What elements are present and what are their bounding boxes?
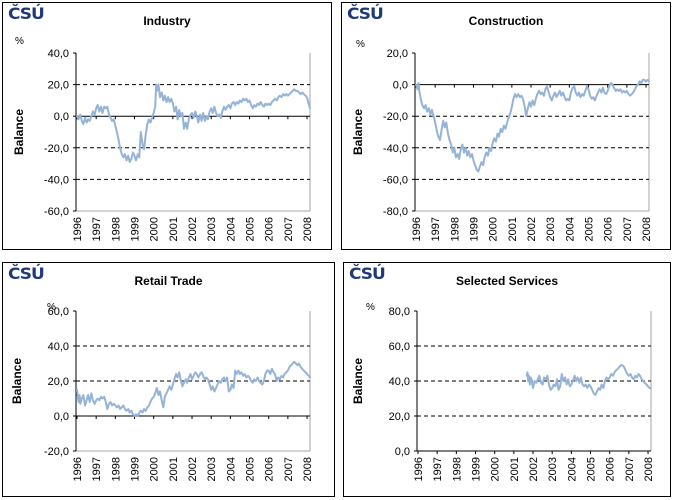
y-tick-label: 40,0	[389, 376, 410, 388]
x-tick-label: 1997	[430, 217, 442, 241]
y-tick-label: 20,0	[387, 48, 408, 60]
percent-unit-label: %	[15, 36, 24, 47]
chart-title-industry: Industry	[143, 14, 191, 28]
y-tick-label: 60,0	[389, 341, 410, 353]
y-tick-label: -60,0	[383, 174, 408, 186]
x-tick-label: 2004	[564, 217, 576, 241]
y-tick-label: 40,0	[48, 341, 69, 353]
x-tick-label: 2005	[245, 217, 257, 241]
x-tick-label: 1996	[72, 457, 84, 481]
balance-series-line	[76, 83, 311, 163]
csu-logo: ČSÚ	[8, 265, 45, 284]
x-tick-label: 2007	[624, 457, 636, 481]
y-tick-label: -60,0	[44, 206, 69, 218]
x-tick-label: 1997	[91, 217, 103, 241]
balance-series-line	[525, 364, 652, 396]
x-tick-label: 2000	[488, 217, 500, 241]
balance-series-line	[415, 78, 650, 173]
y-tick-label: 0,0	[54, 111, 69, 123]
x-tick-label: 1997	[432, 457, 444, 481]
x-tick-label: 1998	[451, 457, 463, 481]
y-tick-label: -20,0	[383, 111, 408, 123]
x-tick-label: 1996	[411, 217, 423, 241]
y-tick-label: 0,0	[54, 411, 69, 423]
x-tick-label: 2000	[149, 457, 161, 481]
x-tick-label: 2002	[187, 217, 199, 241]
y-tick-label: -40,0	[383, 143, 408, 155]
chart-title-construction: Construction	[468, 14, 544, 28]
x-tick-label: 2008	[641, 217, 653, 241]
x-tick-label: 1999	[130, 217, 142, 241]
x-tick-label: 2005	[245, 457, 257, 481]
x-tick-label: 2008	[643, 457, 655, 481]
x-tick-label: 2004	[225, 217, 237, 241]
csu-logo: ČSÚ	[347, 5, 384, 24]
x-tick-label: 2002	[528, 457, 540, 481]
x-tick-label: 2007	[622, 217, 634, 241]
x-tick-label: 2006	[264, 457, 276, 481]
y-tick-label: 20,0	[389, 411, 410, 423]
chart-title-selected-services: Selected Services	[455, 274, 559, 288]
x-tick-label: 2001	[168, 217, 180, 241]
x-tick-label: 1997	[91, 457, 103, 481]
x-tick-label: 2005	[584, 217, 596, 241]
x-tick-label: 2004	[566, 457, 578, 481]
x-tick-label: 1999	[130, 457, 142, 481]
y-tick-label: 0,0	[395, 446, 410, 458]
x-tick-label: 2007	[283, 217, 295, 241]
x-tick-label: 2005	[586, 457, 598, 481]
chart-panel-retail-trade: ČSÚ Retail Trade % Balance 60,0 40,0 20,0 0…	[2, 262, 335, 497]
x-tick-label: 1996	[72, 217, 84, 241]
x-tick-label: 2002	[526, 217, 538, 241]
y-tick-label: -20,0	[44, 446, 69, 458]
x-tick-label: 2001	[509, 457, 521, 481]
csu-logo: ČSÚ	[8, 5, 45, 24]
chart-title-retail-trade: Retail Trade	[134, 274, 203, 288]
y-tick-label: -20,0	[44, 143, 69, 155]
x-tick-label: 2003	[206, 217, 218, 241]
percent-unit-label: %	[366, 302, 375, 313]
y-tick-label: 80,0	[389, 306, 410, 318]
x-tick-label: 2002	[187, 457, 199, 481]
percent-unit-label: %	[356, 39, 365, 50]
x-tick-label: 1999	[471, 457, 483, 481]
x-tick-label: 1999	[469, 217, 481, 241]
x-tick-label: 2000	[149, 217, 161, 241]
y-tick-label: -80,0	[383, 206, 408, 218]
y-tick-label: 0,0	[393, 80, 408, 92]
x-tick-label: 1996	[413, 457, 425, 481]
x-tick-label: 2006	[603, 217, 615, 241]
x-tick-label: 2003	[206, 457, 218, 481]
chart-panel-industry: ČSÚ Industry % Balance 40,0 20,0 0,0 -20,0-…	[2, 2, 332, 250]
y-tick-label: 20,0	[48, 80, 69, 92]
x-tick-label: 1998	[449, 217, 461, 241]
x-tick-label: 2001	[507, 217, 519, 241]
x-tick-label: 2003	[545, 217, 557, 241]
x-tick-label: 1998	[110, 457, 122, 481]
chart-panel-construction: ČSÚ Construction % Balance 20,0 0,0 -20,0-…	[341, 2, 671, 250]
chart-panel-selected-services: ČSÚ Selected Services % Balance 80,0 60,0…	[343, 262, 671, 497]
x-tick-label: 2004	[225, 457, 237, 481]
x-tick-label: 2007	[283, 457, 295, 481]
x-tick-label: 2006	[605, 457, 617, 481]
x-tick-label: 1998	[110, 217, 122, 241]
x-tick-label: 2001	[168, 457, 180, 481]
x-tick-label: 2006	[264, 217, 276, 241]
csu-logo: ČSÚ	[349, 265, 386, 284]
y-tick-label: 20,0	[48, 376, 69, 388]
x-tick-label: 2000	[490, 457, 502, 481]
x-tick-label: 2008	[302, 217, 314, 241]
balance-series-line	[76, 360, 311, 417]
x-tick-label: 2003	[547, 457, 559, 481]
y-tick-label: -40,0	[44, 174, 69, 186]
x-tick-label: 2008	[302, 457, 314, 481]
percent-unit-label: %	[47, 302, 56, 313]
y-tick-label: 40,0	[48, 48, 69, 60]
y-tick-label: 60,0	[48, 306, 69, 318]
